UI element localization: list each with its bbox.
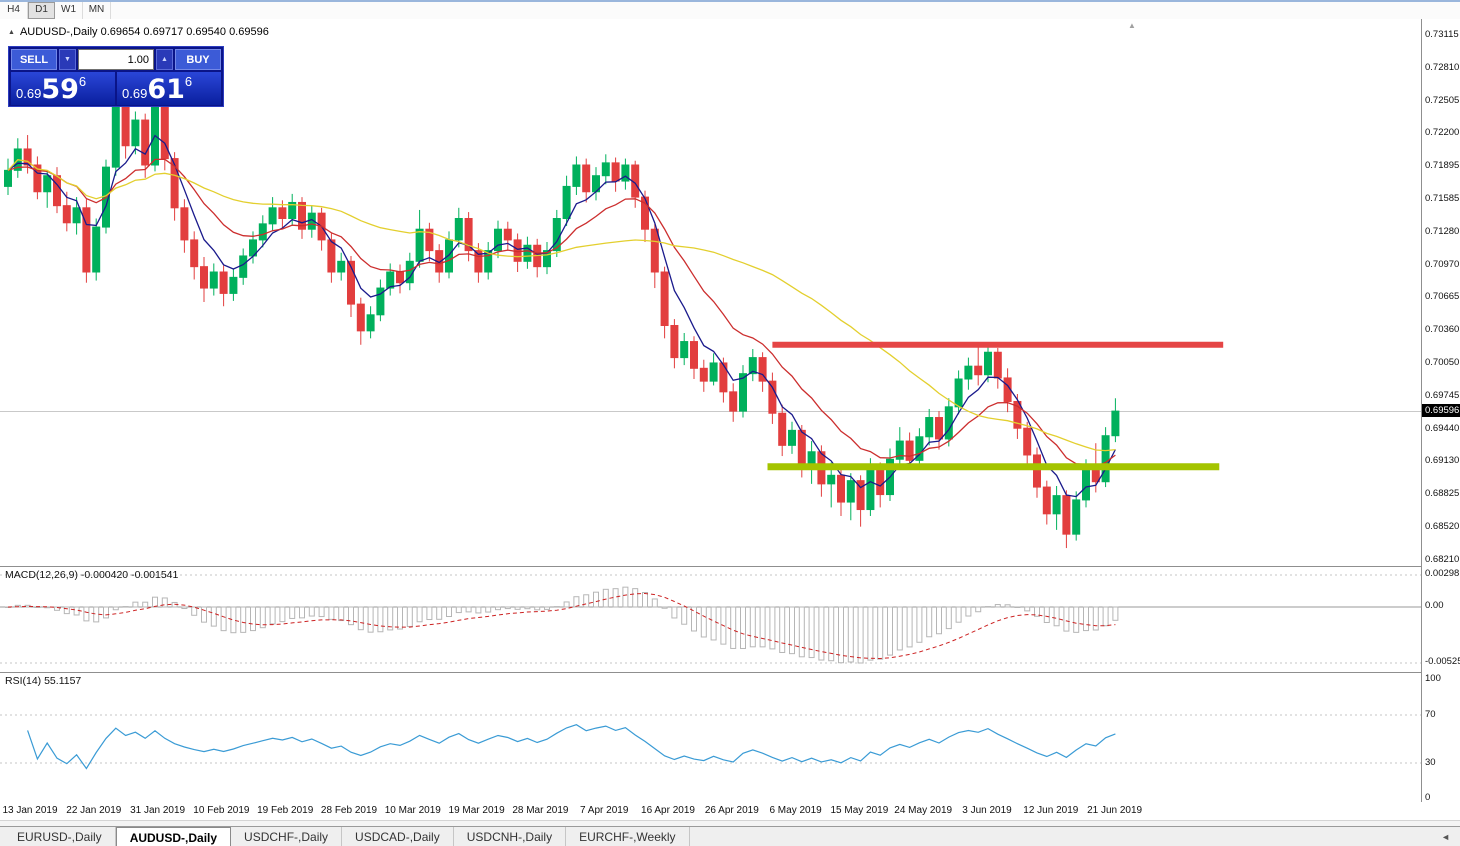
price-axis-label: 0.69130 [1425,455,1460,467]
buy-price-pip: 6 [184,74,193,89]
date-axis-label: 22 Jan 2019 [66,805,122,816]
price-axis-label: 0.68825 [1425,488,1460,500]
rsi-indicator-panel: RSI(14) 55.1157 [0,673,1421,802]
sell-price-pip: 6 [78,74,87,89]
date-axis-label: 3 Jun 2019 [962,805,1012,816]
tab-usdcad-daily[interactable]: USDCAD-,Daily [342,827,454,846]
rsi-line [27,724,1116,770]
price-axis[interactable]: 0.69596 0.73115 0.72810 0.72505 0.72200 0.71… [1422,19,1460,803]
tab-scroll-left-button[interactable]: ◄ [1441,832,1450,842]
timeframe-w1-button[interactable]: W1 [55,2,83,19]
panel-separator[interactable] [0,566,1460,567]
ma-mid-line [7,158,1116,468]
rsi-axis-label: 0 [1425,792,1431,803]
price-axis-label: 0.73115 [1425,29,1459,40]
rsi-axis-label: 100 [1425,673,1441,684]
price-axis-label: 0.71895 [1425,160,1460,172]
volume-increase-button[interactable]: ▲ [156,49,173,70]
rsi-label: RSI(14) 55.1157 [5,675,82,687]
rsi-axis-label: 30 [1425,757,1436,768]
sell-price-display[interactable]: 0.69 59 6 [11,72,115,105]
price-chart-canvas[interactable] [0,19,1421,566]
price-axis-label: 0.70360 [1425,324,1460,336]
rsi-canvas[interactable] [0,673,1421,802]
date-axis-label: 10 Feb 2019 [193,805,250,816]
trade-panel-controls: SELL ▼ ▲ BUY [11,49,221,70]
timeframe-d1-button[interactable]: D1 [28,2,55,19]
current-price-tag: 0.69596 [1422,404,1460,417]
price-axis-label: 0.71585 [1425,193,1460,204]
date-axis-label: 21 Jun 2019 [1087,805,1143,816]
date-axis-label: 13 Jan 2019 [2,805,58,816]
macd-axis-label: -0.00525 [1425,656,1460,667]
date-axis-label: 16 Apr 2019 [641,805,695,816]
buy-button[interactable]: BUY [175,49,221,70]
date-axis-label: 6 May 2019 [769,805,822,816]
buy-price-big: 61 [147,74,185,105]
date-axis-label: 19 Mar 2019 [448,805,505,816]
macd-label: MACD(12,26,9) -0.000420 -0.001541 [5,569,179,581]
one-click-trading-panel: SELL ▼ ▲ BUY 0.69 59 6 0.69 61 6 [8,46,224,107]
trade-panel-toggle-icon[interactable]: ▲ [8,28,15,36]
date-axis-label: 28 Mar 2019 [512,805,569,816]
price-axis-label: 0.69440 [1425,422,1460,434]
price-axis-label: 0.72200 [1425,127,1460,139]
price-chart-panel: ▲ ▲ AUDUSD-,Daily 0.69654 0.69717 0.6954… [0,19,1421,566]
macd-axis-label: 0.00298 [1425,568,1460,579]
tab-audusd-daily[interactable]: AUDUSD-,Daily [115,827,232,846]
price-axis-label: 0.70050 [1425,357,1460,368]
price-axis-label: 0.70665 [1425,291,1460,303]
chart-shift-marker-icon: ▲ [1128,21,1136,30]
price-axis-label: 0.70970 [1425,258,1460,270]
buy-price-display[interactable]: 0.69 61 6 [117,72,221,105]
date-axis-label: 31 Jan 2019 [130,805,186,816]
date-axis-label: 19 Feb 2019 [257,805,314,816]
price-axis-label: 0.72810 [1425,61,1460,73]
volume-input[interactable] [78,49,154,70]
macd-indicator-panel: MACD(12,26,9) -0.000420 -0.001541 [0,567,1421,672]
date-axis-label: 7 Apr 2019 [580,805,629,816]
volume-decrease-button[interactable]: ▼ [59,49,76,70]
price-axis-label: 0.68210 [1425,553,1460,565]
horizontal-scrollbar[interactable] [0,820,1460,826]
date-axis-label: 28 Feb 2019 [320,805,378,816]
timeframe-buttons: H4 D1 W1 MN [0,2,111,19]
sell-price-prefix: 0.69 [16,86,42,101]
macd-canvas[interactable] [0,567,1421,672]
chart-title: ▲ AUDUSD-,Daily 0.69654 0.69717 0.69540 … [8,26,269,38]
macd-signal-line [7,592,1116,660]
chart-title-text: AUDUSD-,Daily 0.69654 0.69717 0.69540 0.… [19,26,269,38]
date-axis-label: 10 Mar 2019 [384,805,441,816]
date-axis-label: 12 Jun 2019 [1023,805,1079,816]
price-axis-border [1421,19,1422,802]
price-axis-label: 0.71280 [1425,225,1460,237]
tab-usdchf-daily[interactable]: USDCHF-,Daily [231,827,343,846]
price-axis-label: 0.68520 [1425,521,1460,532]
date-axis-label: 15 May 2019 [830,805,889,816]
buy-price-prefix: 0.69 [122,86,148,101]
date-axis: 13 Jan 2019 22 Jan 2019 31 Jan 2019 10 Feb … [0,802,1460,820]
price-axis-label: 0.72505 [1425,94,1460,106]
trade-panel-prices: 0.69 59 6 0.69 61 6 [11,72,221,105]
macd-axis-label: 0.00 [1425,600,1444,611]
sell-button[interactable]: SELL [11,49,57,70]
timeframe-toolbar: H4 D1 W1 MN [0,2,1460,20]
timeframe-mn-button[interactable]: MN [83,2,111,19]
price-axis-label: 0.69745 [1425,389,1460,401]
tab-usdcnh-daily[interactable]: USDCNH-,Daily [454,827,567,846]
tab-eurchf-weekly[interactable]: EURCHF-,Weekly [566,827,690,846]
date-axis-label: 26 Apr 2019 [704,805,759,816]
timeframe-h4-button[interactable]: H4 [0,2,28,19]
rsi-axis-label: 70 [1425,709,1436,720]
ma-fast-line [7,134,1116,498]
ma-slow-line [7,158,1116,452]
chart-tabs-bar: EURUSD-,Daily AUDUSD-,Daily USDCHF-,Daily U… [0,826,1460,846]
sell-price-big: 59 [41,74,79,105]
panel-separator[interactable] [0,672,1460,673]
tab-eurusd-daily[interactable]: EURUSD-,Daily [4,827,116,846]
date-axis-label: 24 May 2019 [894,805,953,816]
